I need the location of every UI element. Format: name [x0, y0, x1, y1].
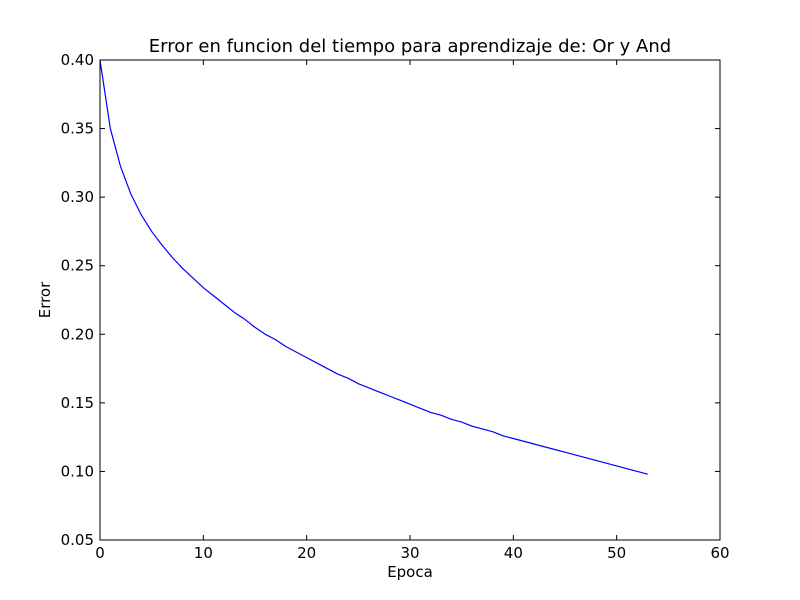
x-tick-label: 50	[607, 544, 626, 562]
x-tick-label: 10	[194, 544, 213, 562]
y-tick-label: 0.40	[61, 51, 94, 69]
y-tick-label: 0.35	[61, 120, 94, 138]
y-tick-label: 0.05	[61, 531, 94, 549]
y-tick-label: 0.10	[61, 462, 94, 480]
y-axis-label: Error	[36, 281, 54, 318]
y-tick-label: 0.15	[61, 394, 94, 412]
y-tick-label: 0.30	[61, 188, 94, 206]
x-tick-label: 60	[710, 544, 729, 562]
x-axis-label: Epoca	[387, 563, 433, 581]
x-tick-label: 30	[400, 544, 419, 562]
x-tick-label: 20	[297, 544, 316, 562]
plot-frame	[99, 59, 721, 541]
y-tick-label: 0.20	[61, 325, 94, 343]
plot-area	[100, 60, 720, 540]
x-tick-labels: 0 10 20 30 40 50 60	[95, 544, 729, 562]
series-line	[99, 59, 648, 475]
y-tick-labels: 0.05 0.10 0.15 0.20 0.25 0.30 0.35 0.40	[61, 51, 94, 549]
x-tick-label: 40	[504, 544, 523, 562]
chart-title: Error en funcion del tiempo para aprendi…	[149, 36, 671, 57]
series-layer	[99, 59, 648, 475]
y-tick-label: 0.25	[61, 257, 94, 275]
x-tick-label: 0	[95, 544, 105, 562]
